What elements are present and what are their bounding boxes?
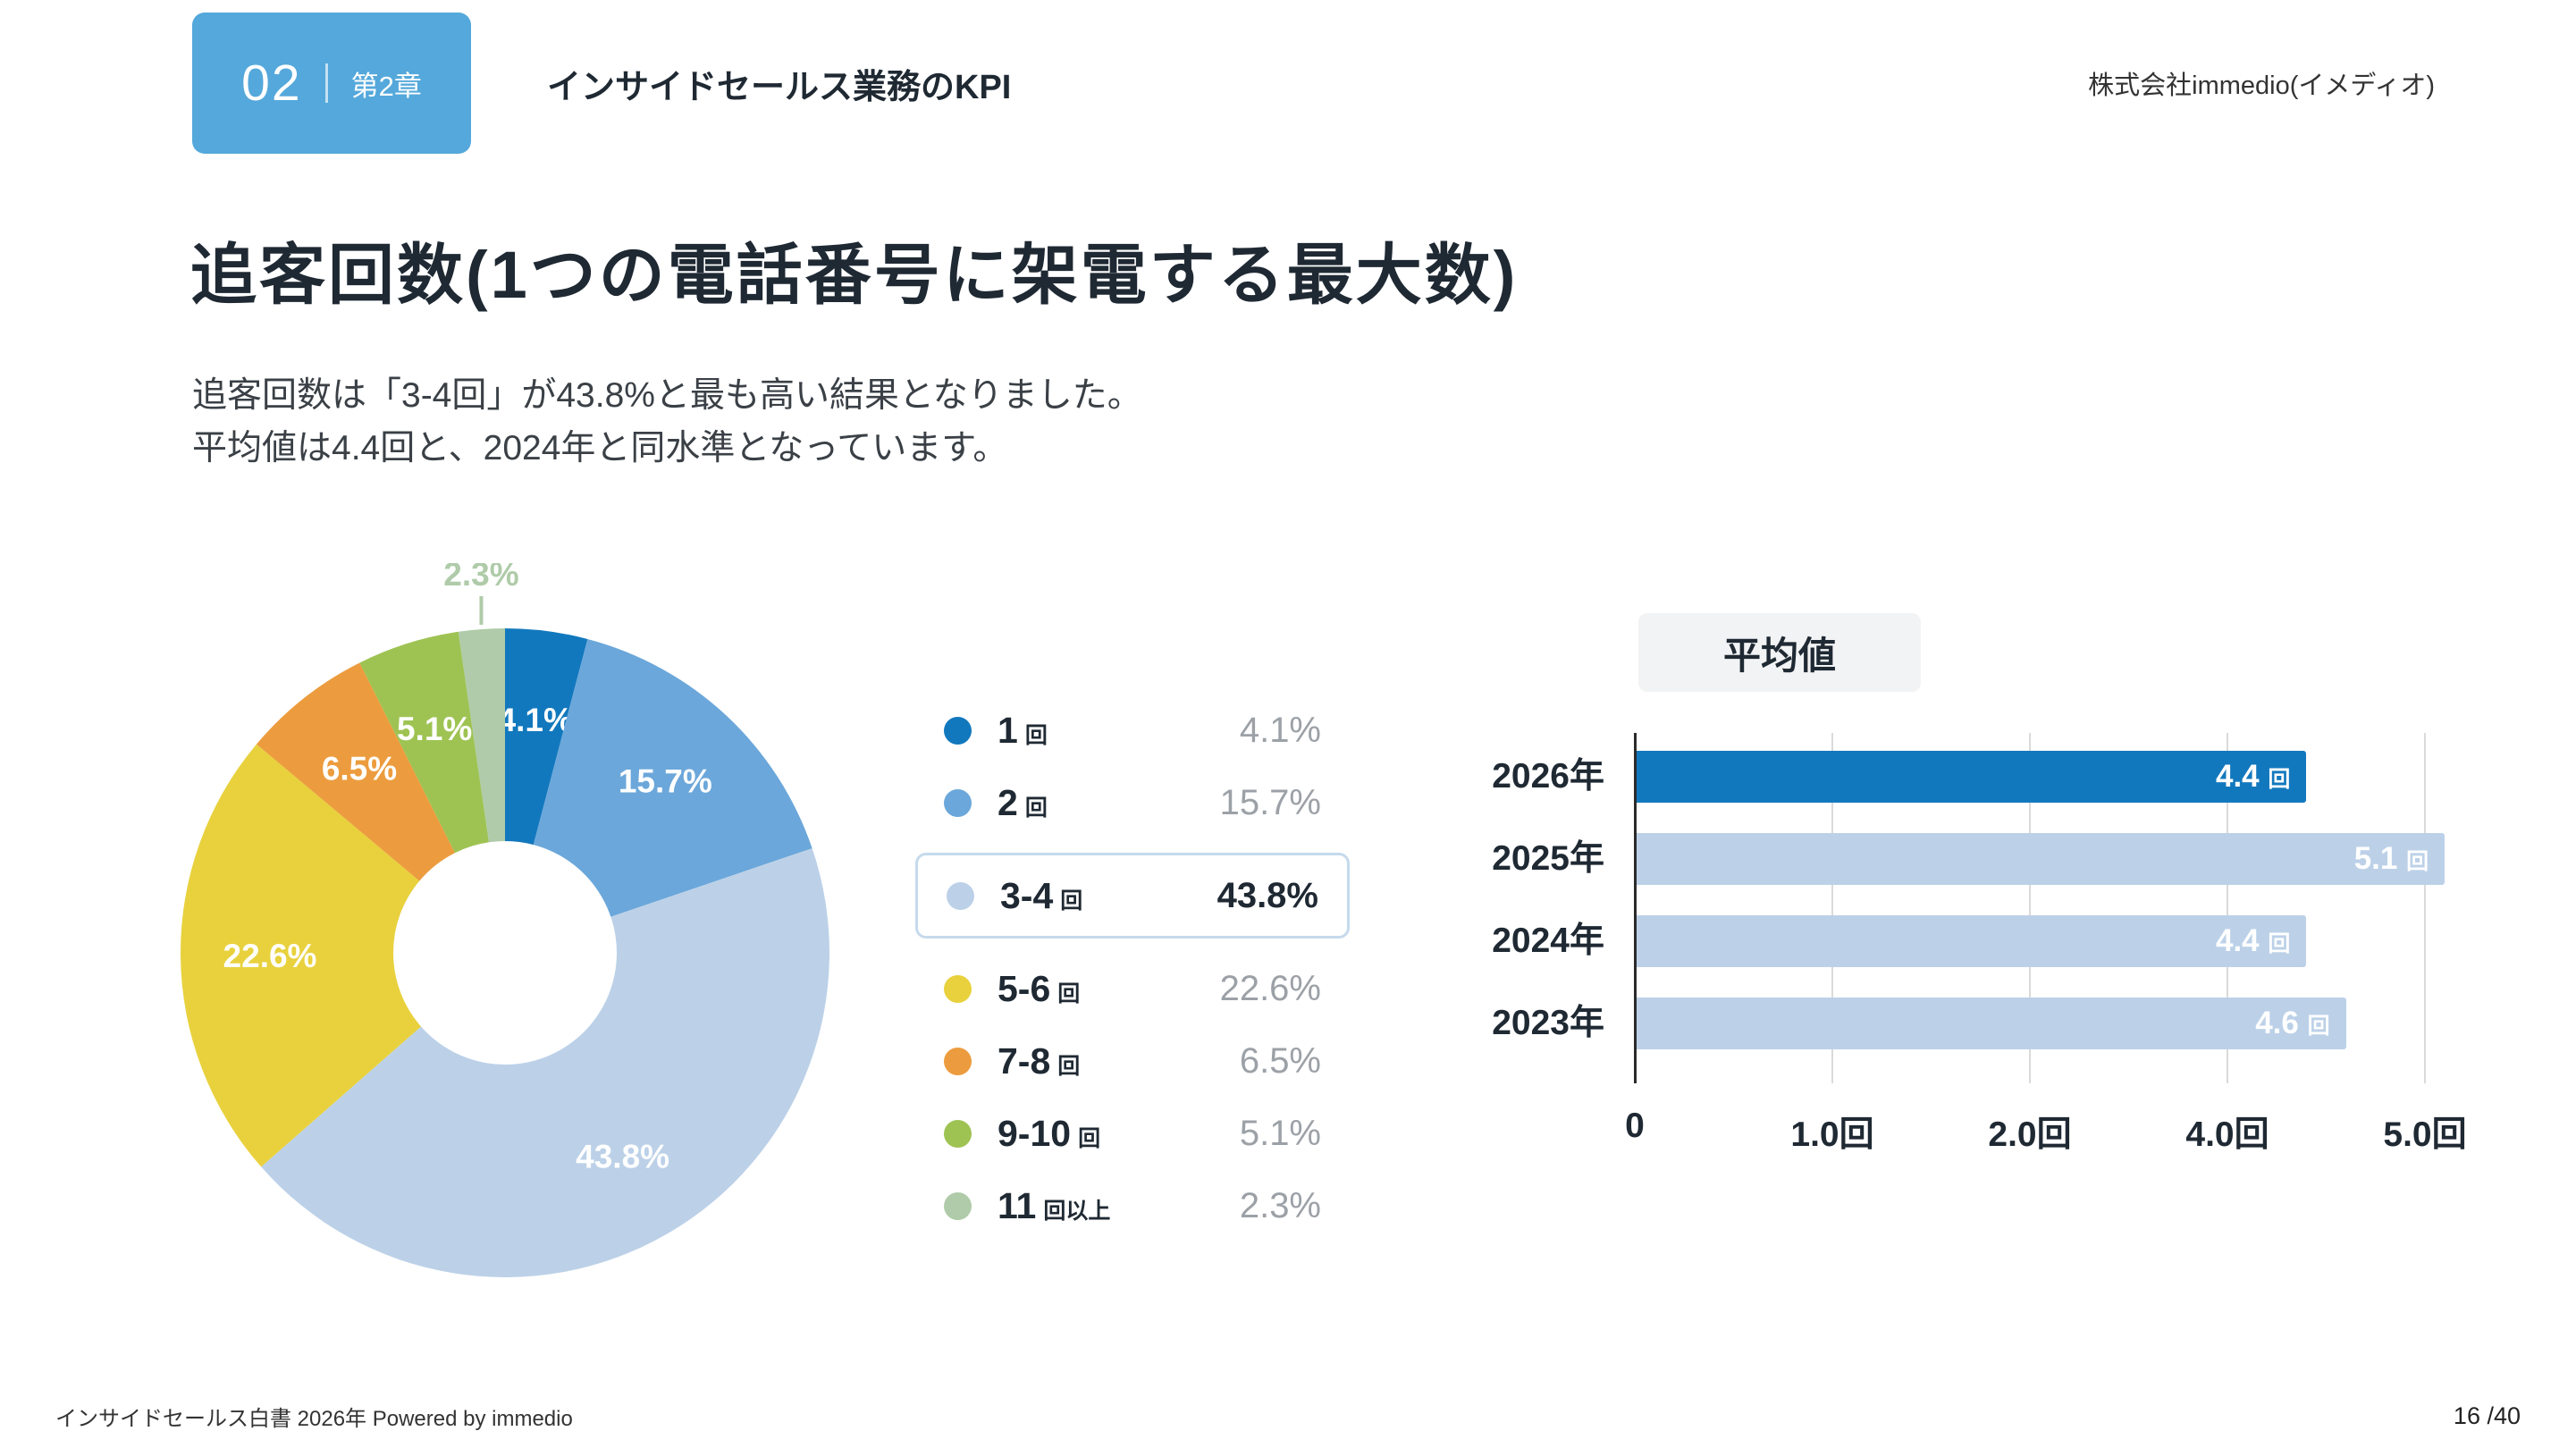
chapter-divider — [324, 63, 328, 103]
legend-item-5-6: 5-6 回 22.6% — [944, 963, 1321, 1014]
donut-segment-9-10 — [359, 631, 490, 854]
bar-chart-axis — [1634, 733, 1637, 1083]
bar-2026年: 4.4 回 — [1635, 751, 2307, 803]
legend-swatch — [947, 881, 974, 910]
page-number: 16 /40 — [2453, 1402, 2521, 1429]
donut-chart: 4.1% 15.7% 43.8% 22.6% 6.5%5.1% 2.3% — [181, 563, 829, 1277]
lead-text: 追客回数は「3-4回」が43.8%と最も高い結果となりました。 平均値は4.4回… — [192, 370, 1142, 475]
legend-item-7-8: 7-8 回 6.5% — [944, 1035, 1321, 1087]
legend-label: 11 回以上 — [998, 1184, 1111, 1226]
legend-value: 2.3% — [1239, 1185, 1321, 1225]
bar-2025年: 5.1 回 — [1635, 833, 2446, 885]
donut-segment-2 — [533, 638, 812, 917]
footer-source: インサイドセールス白書 2026年 Powered by immedio — [55, 1407, 573, 1431]
legend-value: 6.5% — [1239, 1040, 1321, 1081]
bar-categories: 2026年 2025年 2024年 2023年 — [1470, 733, 1604, 1171]
x-tick-label: 2.0回 — [1988, 1115, 2072, 1154]
legend-value: 4.1% — [1239, 710, 1321, 750]
legend-item-9-10: 9-10 回 5.1% — [944, 1107, 1321, 1159]
donut-percent-label: 2.3% — [443, 563, 518, 593]
bar-chart-gridline — [2227, 733, 2228, 1083]
bar-plot-area: 0 1.0回 2.0回 4.0回 5.0回 4.4 回 5.1 回 4.4 回 4.6 回 — [1625, 733, 2511, 1171]
header-title: インサイドセールス業務のKPI — [547, 69, 1012, 106]
bar-chart-gridline — [2029, 733, 2031, 1083]
legend-value: 15.7% — [1219, 782, 1321, 822]
x-tick-label: 5.0回 — [2383, 1115, 2467, 1154]
legend-item-2: 2 回 15.7% — [944, 777, 1321, 829]
average-bar-chart: 2026年 2025年 2024年 2023年 0 1.0回 2.0回 4.0回 5.0回 4.… — [1470, 733, 2543, 1171]
legend-value: 5.1% — [1239, 1113, 1321, 1153]
donut-segment-5-6 — [181, 744, 422, 1167]
legend-value: 43.8% — [1216, 875, 1318, 915]
donut-segment-1 — [505, 628, 588, 846]
legend-swatch — [944, 716, 972, 745]
legend-label: 9-10 回 — [998, 1112, 1101, 1154]
legend-swatch — [944, 1119, 972, 1148]
bar-category-label: 2024年 — [1492, 922, 1604, 960]
bar-category-label: 2025年 — [1492, 839, 1604, 878]
bar-chart-gridline — [2424, 733, 2426, 1083]
donut-percent-label: 22.6% — [223, 938, 317, 974]
bar-category-label: 2026年 — [1492, 757, 1604, 796]
legend-label: 7-8 回 — [998, 1040, 1081, 1082]
x-tick-label: 1.0回 — [1790, 1115, 1874, 1154]
legend-item-11: 11 回以上 2.3% — [944, 1180, 1321, 1232]
donut-segment-7-8 — [256, 662, 456, 881]
donut-percent-label: 43.8% — [576, 1139, 669, 1175]
lead-line-1: 追客回数は「3-4回」が43.8%と最も高い結果となりました。 — [192, 376, 1142, 415]
legend-label: 5-6 回 — [998, 967, 1081, 1009]
legend-item-3-4: 3-4 回 43.8% — [915, 853, 1350, 939]
bar-2024年: 4.4 回 — [1635, 915, 2307, 967]
bar-value-label: 5.1 回 — [2353, 841, 2429, 876]
chapter-label: 第2章 — [350, 70, 422, 102]
chapter-badge: 02 第2章 — [192, 13, 471, 154]
bar-chart-title: 平均値 — [1638, 613, 1921, 692]
legend-label: 3-4 回 — [1000, 874, 1083, 916]
x-tick-label: 0 — [1625, 1107, 1645, 1145]
donut-legend: 1 回 4.1% 2 回 15.7% 3-4 回 43.8% 5-6 回 22.6% 7-8 回 6.5% 9… — [915, 704, 1350, 1232]
bar-chart-gridline — [1831, 733, 1833, 1083]
slide-title: 追客回数(1つの電話番号に架電する最大数) — [190, 238, 1519, 312]
bar-value-label: 4.4 回 — [2215, 759, 2291, 794]
donut-percent-label: 5.1% — [397, 711, 472, 747]
bar-value-label: 4.6 回 — [2255, 1006, 2330, 1040]
donut-percent-label: 15.7% — [619, 763, 712, 800]
bar-2023年: 4.6 回 — [1635, 998, 2346, 1049]
lead-line-2: 平均値は4.4回と、2024年と同水準となっています。 — [192, 428, 1008, 467]
legend-swatch — [944, 1191, 972, 1220]
x-tick-label: 4.0回 — [2185, 1115, 2269, 1154]
bar-value-label: 4.4 回 — [2215, 923, 2291, 958]
donut-percent-label: 4.1% — [498, 702, 573, 738]
legend-value: 22.6% — [1219, 968, 1321, 1008]
donut-segment-3-4 — [261, 848, 829, 1277]
chapter-number: 02 — [241, 55, 302, 112]
legend-swatch — [944, 788, 972, 817]
legend-swatch — [944, 974, 972, 1003]
donut-percent-label: 6.5% — [322, 751, 397, 787]
bar-category-label: 2023年 — [1492, 1004, 1604, 1042]
legend-swatch — [944, 1047, 972, 1075]
donut-segment-11 — [458, 628, 505, 843]
legend-item-1: 1 回 4.1% — [944, 704, 1321, 756]
company-name: 株式会社immedio(イメディオ) — [2088, 72, 2435, 100]
